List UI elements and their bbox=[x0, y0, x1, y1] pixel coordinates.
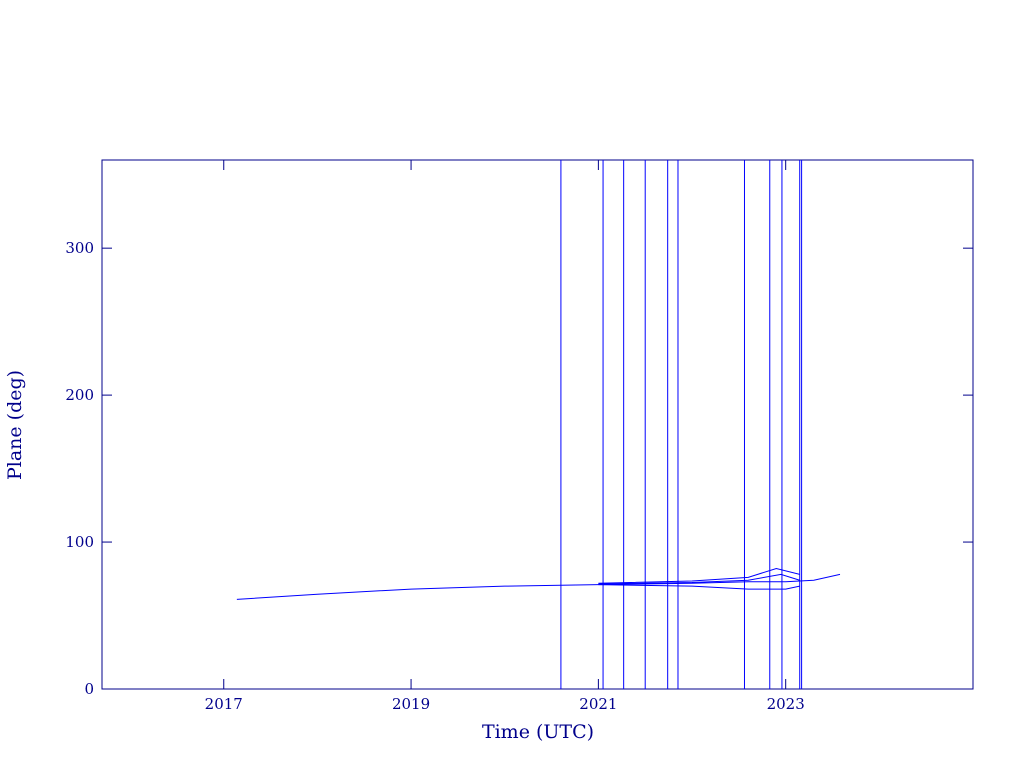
series-line bbox=[598, 567, 800, 584]
y-tick-label: 200 bbox=[65, 386, 94, 404]
series-line bbox=[598, 573, 800, 585]
y-axis-label: Plane (deg) bbox=[4, 370, 26, 480]
x-tick-label: 2019 bbox=[392, 695, 430, 713]
y-tick-label: 100 bbox=[65, 533, 94, 551]
y-tick-label: 0 bbox=[84, 680, 94, 698]
x-tick-label: 2021 bbox=[579, 695, 617, 713]
y-tick-label: 300 bbox=[65, 239, 94, 257]
x-tick-label: 2023 bbox=[767, 695, 805, 713]
series-line bbox=[236, 573, 841, 600]
x-axis-label: Time (UTC) bbox=[482, 721, 594, 743]
series-line bbox=[598, 584, 800, 590]
x-tick-label: 2017 bbox=[205, 695, 243, 713]
plot-frame bbox=[101, 159, 974, 690]
